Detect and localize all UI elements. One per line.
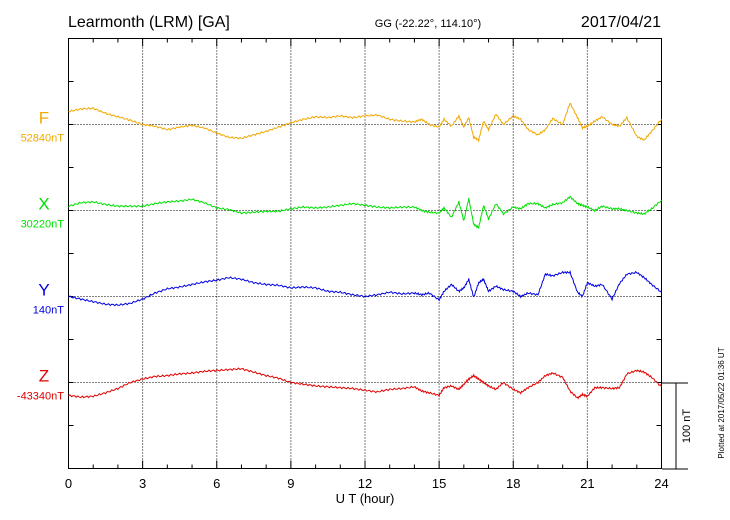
date-label: 2017/04/21 bbox=[581, 14, 661, 31]
plotted-timestamp: Plotted at 2017/05/22 01:36 UT bbox=[717, 347, 726, 458]
station-title: Learmonth (LRM) [GA] bbox=[68, 14, 230, 31]
series-line-z bbox=[68, 367, 662, 400]
series-name-x: X bbox=[38, 195, 49, 214]
scale-bar-label: 100 nT bbox=[681, 409, 693, 444]
series-name-z: Z bbox=[39, 367, 49, 386]
x-tick-label: 0 bbox=[65, 476, 72, 491]
series-line-f bbox=[68, 102, 662, 143]
x-tick-label: 9 bbox=[287, 476, 294, 491]
x-tick-labels: 0 3 6 9 12 15 18 21 24 bbox=[65, 476, 669, 491]
x-axis-label: U T (hour) bbox=[336, 491, 395, 506]
axis-ticks bbox=[68, 38, 662, 469]
plot-frame bbox=[68, 38, 662, 469]
series-name-y: Y bbox=[38, 281, 49, 300]
coordinates-label: GG (-22.22°, 114.10°) bbox=[375, 18, 481, 30]
x-tick-label: 21 bbox=[580, 476, 594, 491]
series-baseline-value-x: 30220nT bbox=[21, 219, 65, 231]
x-tick-label: 18 bbox=[506, 476, 520, 491]
series-baseline-value-y: 140nT bbox=[33, 305, 64, 317]
x-tick-label: 15 bbox=[432, 476, 446, 491]
series-baseline-value-f: 52840nT bbox=[21, 133, 65, 145]
x-tick-label: 24 bbox=[654, 476, 668, 491]
series-line-y bbox=[68, 270, 662, 307]
series-labels: F 52840nT X 30220nT Y 140nT Z -43340nT bbox=[17, 109, 64, 403]
x-tick-label: 6 bbox=[213, 476, 220, 491]
x-tick-label: 3 bbox=[139, 476, 146, 491]
series-baseline-value-z: -43340nT bbox=[17, 391, 64, 403]
scale-bar: 100 nT bbox=[662, 382, 693, 470]
grid bbox=[142, 38, 588, 469]
series-baselines bbox=[68, 124, 662, 383]
series-lines bbox=[68, 102, 662, 400]
x-tick-label: 12 bbox=[358, 476, 372, 491]
series-name-f: F bbox=[39, 109, 49, 128]
series-line-x bbox=[68, 195, 662, 229]
